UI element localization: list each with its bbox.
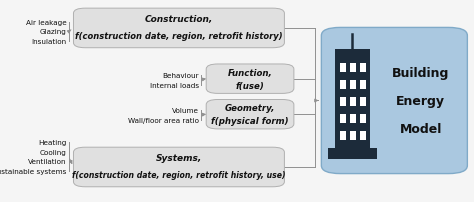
FancyBboxPatch shape — [350, 80, 356, 90]
FancyBboxPatch shape — [206, 65, 294, 94]
FancyBboxPatch shape — [360, 80, 366, 90]
Text: Wall/floor area ratio: Wall/floor area ratio — [128, 117, 199, 123]
FancyBboxPatch shape — [206, 100, 294, 129]
FancyBboxPatch shape — [73, 9, 284, 48]
FancyBboxPatch shape — [360, 114, 366, 124]
FancyBboxPatch shape — [360, 97, 366, 107]
FancyBboxPatch shape — [350, 97, 356, 107]
FancyBboxPatch shape — [328, 148, 377, 160]
FancyBboxPatch shape — [339, 63, 346, 73]
FancyBboxPatch shape — [350, 63, 356, 73]
Text: Glazing: Glazing — [39, 29, 66, 35]
Text: Heating: Heating — [38, 139, 66, 145]
FancyBboxPatch shape — [339, 80, 346, 90]
Text: Internal loads: Internal loads — [150, 82, 199, 88]
FancyBboxPatch shape — [339, 114, 346, 124]
FancyBboxPatch shape — [321, 28, 467, 174]
Text: Insulation: Insulation — [31, 39, 66, 45]
FancyBboxPatch shape — [335, 49, 370, 148]
FancyBboxPatch shape — [350, 131, 356, 141]
FancyBboxPatch shape — [339, 131, 346, 141]
Text: Behaviour: Behaviour — [163, 72, 199, 78]
Text: Volume: Volume — [172, 107, 199, 113]
Text: Ventilation: Ventilation — [28, 159, 66, 165]
Text: Building: Building — [392, 66, 449, 79]
Text: Function,: Function, — [228, 68, 273, 77]
Text: f(construction date, region, retrofit history, use): f(construction date, region, retrofit hi… — [72, 170, 286, 179]
Text: f(construction date, region, retrofit history): f(construction date, region, retrofit hi… — [75, 32, 283, 41]
Text: Sustainable systems: Sustainable systems — [0, 168, 66, 174]
FancyBboxPatch shape — [339, 97, 346, 107]
FancyBboxPatch shape — [360, 131, 366, 141]
Text: Construction,: Construction, — [145, 15, 213, 24]
Text: Model: Model — [400, 123, 442, 136]
FancyBboxPatch shape — [360, 63, 366, 73]
Text: Air leakage: Air leakage — [26, 20, 66, 26]
Text: Geometry,: Geometry, — [225, 104, 275, 113]
Text: f(physical form): f(physical form) — [211, 117, 289, 126]
FancyBboxPatch shape — [350, 114, 356, 124]
Text: Energy: Energy — [396, 95, 445, 107]
Text: f(use): f(use) — [236, 81, 264, 90]
Text: Systems,: Systems, — [156, 154, 202, 163]
FancyBboxPatch shape — [73, 147, 284, 187]
Text: Cooling: Cooling — [39, 149, 66, 155]
